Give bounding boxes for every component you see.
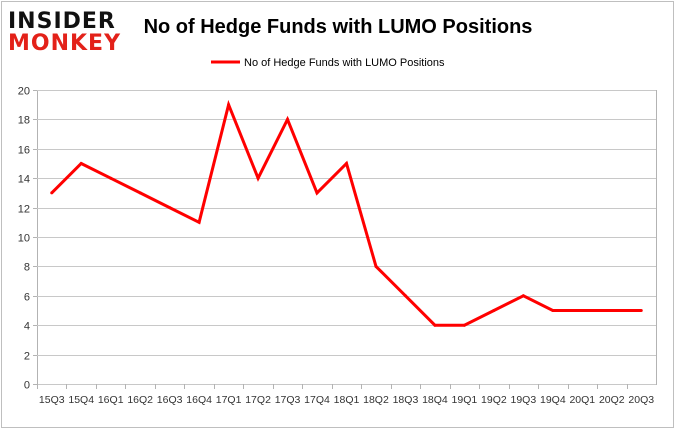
y-tick-label: 4 (24, 321, 30, 333)
x-tick-label: 16Q2 (127, 394, 153, 406)
y-tick-label: 16 (18, 145, 30, 157)
x-tick-label: 20Q3 (628, 394, 654, 406)
x-tick-label: 20Q1 (569, 394, 595, 406)
series-line (50, 99, 642, 327)
y-tick-label: 18 (18, 115, 30, 127)
x-tick-label: 18Q2 (363, 394, 389, 406)
data-point (138, 191, 142, 195)
x-tick-label: 16Q3 (157, 394, 183, 406)
y-tick-label: 8 (24, 262, 30, 274)
x-tick-label: 19Q1 (452, 394, 478, 406)
data-point (315, 191, 319, 195)
data-point (168, 206, 172, 210)
series-group (50, 99, 643, 327)
data-point (433, 323, 437, 327)
data-point (256, 176, 260, 180)
data-point (345, 162, 348, 165)
x-tick-label: 15Q3 (39, 394, 65, 406)
data-point (374, 264, 378, 268)
x-tick-label: 19Q2 (481, 394, 507, 406)
x-tick-label: 19Q3 (511, 394, 537, 406)
x-tick-label: 18Q3 (393, 394, 419, 406)
x-tick-label: 15Q4 (68, 394, 94, 406)
gridlines (37, 90, 656, 385)
y-tick-label: 10 (18, 233, 30, 245)
y-tick-label: 2 (24, 351, 30, 363)
data-point (551, 309, 555, 312)
data-point (197, 220, 201, 224)
data-point (639, 309, 643, 312)
data-point (79, 162, 83, 165)
x-tick-label: 17Q3 (275, 394, 301, 406)
x-tick-label: 18Q1 (334, 394, 360, 406)
data-point (610, 309, 614, 312)
data-point (492, 309, 496, 312)
data-point (109, 176, 113, 180)
legend: No of Hedge Funds with LUMO Positions (211, 57, 445, 69)
x-tick-label: 17Q1 (216, 394, 242, 406)
y-axis: 0 2 4 6 8 10 12 14 16 18 20 (18, 86, 37, 392)
x-tick-label: 16Q4 (186, 394, 212, 406)
y-tick-label: 6 (24, 292, 30, 304)
data-point (50, 191, 54, 195)
data-point (580, 309, 584, 312)
legend-label: No of Hedge Funds with LUMO Positions (244, 57, 445, 69)
y-tick-label: 0 (24, 380, 30, 392)
x-tick-label: 19Q4 (540, 394, 566, 406)
data-point (286, 117, 290, 121)
data-point (462, 323, 466, 327)
y-tick-label: 20 (18, 86, 30, 98)
x-tick-label: 17Q2 (245, 394, 271, 406)
data-point (521, 294, 525, 298)
chart-title: No of Hedge Funds with LUMO Positions (144, 16, 533, 38)
x-axis: 15Q3 15Q4 16Q1 16Q2 16Q3 16Q4 17Q1 17Q2 17Q3 17Q4… (37, 384, 654, 406)
data-point (227, 103, 231, 107)
logo-line-1: INSIDER (8, 9, 116, 34)
insider-monkey-logo: INSIDER MONKEY (8, 9, 121, 56)
logo-line-2: MONKEY (8, 31, 121, 56)
y-tick-label: 14 (18, 174, 30, 186)
data-point (403, 294, 407, 298)
x-tick-label: 17Q4 (304, 394, 330, 406)
x-tick-label: 18Q4 (422, 394, 448, 406)
x-tick-label: 16Q1 (98, 394, 124, 406)
x-tick-label: 20Q2 (599, 394, 625, 406)
y-tick-label: 12 (18, 204, 30, 216)
